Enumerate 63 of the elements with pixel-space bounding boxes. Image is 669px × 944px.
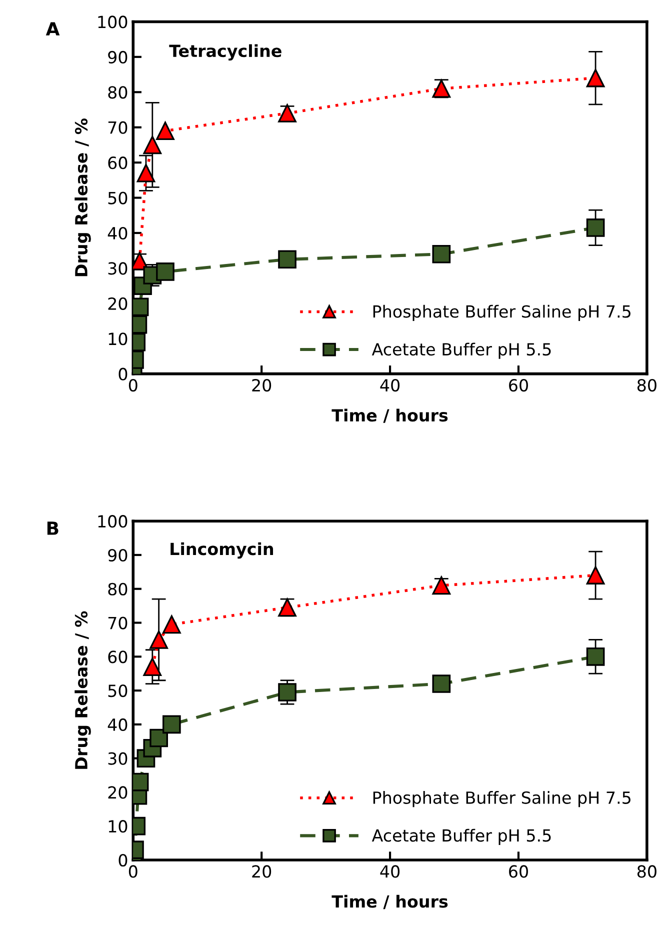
y-tick-label: 60 <box>108 156 128 170</box>
y-tick-label: 50 <box>108 684 128 698</box>
point <box>162 615 181 634</box>
point <box>143 136 162 154</box>
x-axis-title: Time / hours <box>332 894 448 910</box>
y-tick-label: 30 <box>108 752 128 765</box>
text: A <box>46 22 60 36</box>
point <box>432 244 451 264</box>
y-tick-label: 30 <box>108 262 128 275</box>
x-tick-label: 0 <box>128 865 138 878</box>
point <box>143 658 162 676</box>
x-tick-label: 40 <box>380 865 400 878</box>
y-tick-label: 40 <box>108 226 128 240</box>
legend-label: Acetate Buffer pH 5.5 <box>372 828 551 845</box>
y-tick-label: 0 <box>118 854 128 867</box>
y-tick-label: 10 <box>108 820 128 833</box>
x-tick-label: 40 <box>380 378 400 392</box>
text: B <box>47 522 58 535</box>
point <box>432 576 451 595</box>
x-tick-label: 0 <box>128 378 138 392</box>
y-tick-label: 100 <box>98 16 128 28</box>
y-tick-label: 20 <box>108 297 128 310</box>
point <box>432 674 451 693</box>
y-tick-label: 80 <box>108 582 128 596</box>
y-tick-label: 90 <box>108 548 128 562</box>
legend-label: Phosphate Buffer Saline pH 7.5 <box>373 304 630 322</box>
y-tick-label: 0 <box>118 368 128 380</box>
point <box>586 68 605 88</box>
y-tick-label: 70 <box>108 616 128 630</box>
point <box>156 122 174 140</box>
y-tick-label: 20 <box>108 786 128 799</box>
y-tick-label: 40 <box>108 718 128 731</box>
y-tick-label: 50 <box>108 192 128 204</box>
y-axis-title: Drug Release / % <box>74 118 91 276</box>
y-tick-label: 70 <box>108 121 128 134</box>
x-tick-label: 20 <box>252 378 272 392</box>
y-axis-title: Drug Release / % <box>74 611 91 769</box>
legend-label: Acetate Buffer pH 5.5 <box>372 342 551 359</box>
point <box>136 164 156 182</box>
y-tick-label: 90 <box>108 50 128 64</box>
y-tick-label: 100 <box>98 515 128 528</box>
x-tick-label: 60 <box>509 865 528 878</box>
point <box>278 683 296 702</box>
legend-label: Phosphate Buffer Saline pH 7.5 <box>373 791 630 808</box>
point <box>586 566 605 584</box>
y-tick-label: 60 <box>108 650 128 664</box>
y-tick-label: 80 <box>108 86 128 99</box>
point <box>586 218 605 237</box>
text: Lincomycin <box>170 542 274 559</box>
point <box>278 250 296 269</box>
point <box>278 104 296 122</box>
x-tick-label: 20 <box>252 865 272 878</box>
point <box>586 647 605 666</box>
point <box>162 715 181 734</box>
point <box>156 262 174 281</box>
x-tick-label: 80 <box>637 378 656 392</box>
x-tick-label: 80 <box>637 865 656 878</box>
y-tick-label: 10 <box>108 332 128 346</box>
point <box>150 728 168 748</box>
text: Tetracycline <box>169 44 282 61</box>
x-axis-title: Time / hours <box>332 408 448 423</box>
point <box>150 630 168 649</box>
x-tick-label: 60 <box>509 378 528 392</box>
